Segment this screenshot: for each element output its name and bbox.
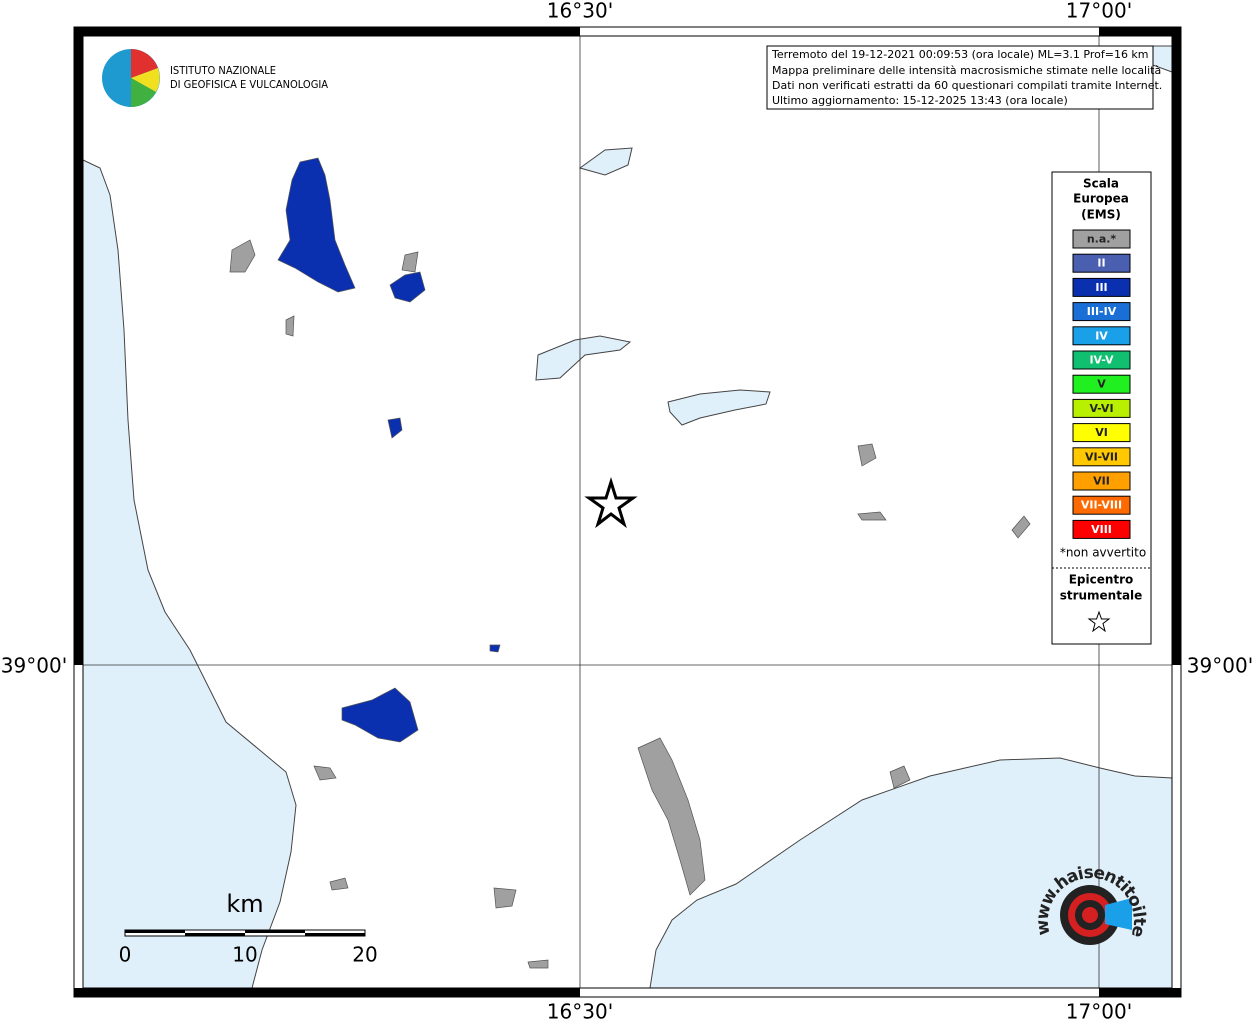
legend-swatch	[1072, 277, 1131, 297]
legend-label: n.a.*	[1087, 233, 1117, 246]
lat-label: 39°00'	[1, 654, 67, 678]
lon-label: 16°30'	[547, 1000, 613, 1024]
inner-frame	[82, 35, 1173, 989]
legend-swatch	[1072, 253, 1131, 273]
legend-label: VI-VII	[1085, 450, 1118, 463]
legend-swatch	[1072, 398, 1131, 418]
scale-bar: km 0 10 20	[119, 890, 378, 967]
legend-label: VII-VIII	[1081, 499, 1122, 512]
legend-swatch	[1072, 302, 1131, 322]
scale-label: 20	[352, 943, 377, 967]
header-box: Terremoto del 19-12-2021 00:09:53 (ora l…	[766, 45, 1162, 110]
legend-swatch	[1072, 423, 1131, 443]
legend-swatch	[1072, 229, 1131, 249]
header-line: Ultimo aggiornamento: 15-12-2025 13:43 (…	[772, 94, 1068, 107]
legend-swatch	[1072, 350, 1131, 370]
legend-swatch	[1072, 471, 1131, 491]
legend-label: VI	[1095, 426, 1108, 439]
legend-label: V	[1097, 378, 1106, 391]
legend-note: *non avvertito	[1060, 546, 1146, 560]
legend-label: VIII	[1091, 523, 1112, 536]
legend-label: V-VI	[1089, 402, 1113, 415]
legend-epicenter: Epicentro	[1069, 573, 1134, 587]
ingv-logo: ISTITUTO NAZIONALE DI GEOFISICA E VULCAN…	[102, 49, 328, 107]
legend-swatch	[1072, 519, 1131, 539]
legend-label: III	[1095, 281, 1107, 294]
legend-label: II	[1097, 257, 1105, 270]
legend-title: (EMS)	[1081, 208, 1121, 222]
lon-label: 16°30'	[547, 0, 613, 23]
header-line: Mappa preliminare delle intensità macros…	[772, 64, 1161, 77]
scale-label: 0	[119, 943, 132, 967]
scale-unit: km	[226, 890, 263, 918]
lon-label: 17°00'	[1066, 1000, 1132, 1024]
lon-label: 17°00'	[1066, 0, 1132, 23]
legend-swatch	[1072, 447, 1131, 467]
legend: Scala Europea (EMS) *non avvertito Epice…	[1051, 171, 1152, 645]
legend-title: Scala	[1083, 177, 1119, 191]
legend-label: III-IV	[1087, 305, 1117, 318]
legend-swatch	[1072, 374, 1131, 394]
legend-swatch	[1072, 495, 1131, 515]
epicenter	[584, 476, 638, 529]
legend-star	[1087, 610, 1111, 633]
scale-label: 10	[232, 943, 257, 967]
logo-text: DI GEOFISICA E VULCANOLOGIA	[170, 78, 328, 91]
legend-epicenter: strumentale	[1060, 589, 1143, 603]
legend-label: VII	[1093, 475, 1110, 488]
logo-text: ISTITUTO NAZIONALE	[170, 64, 276, 77]
header-line: Dati non verificati estratti da 60 quest…	[772, 79, 1162, 92]
legend-title: Europea	[1073, 192, 1129, 206]
legend-label: IV-V	[1089, 354, 1114, 367]
lat-label: 39°00'	[1187, 654, 1253, 678]
frame-bands	[74, 27, 1181, 997]
sea	[82, 45, 1173, 989]
legend-label: IV	[1095, 329, 1108, 342]
municipalities	[229, 157, 1031, 969]
legend-swatch	[1072, 326, 1131, 346]
header-line: Terremoto del 19-12-2021 00:09:53 (ora l…	[771, 48, 1149, 61]
